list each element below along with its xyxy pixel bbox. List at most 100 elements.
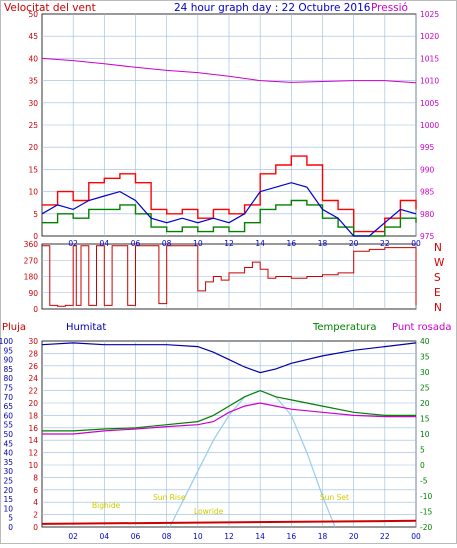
temp-x-tick: 14 [255,532,265,541]
humidity-y-tick: 80 [3,374,13,383]
humidity-y-tick: 25 [3,477,13,486]
humidity-y-tick: 20 [3,486,13,495]
humidity-y-tick: 75 [3,384,13,393]
temp-x-tick: 06 [131,532,141,541]
pressure-y-tick: 990 [420,165,435,174]
temp-x-tick: 00 [411,532,421,541]
dir-label-e: E [434,287,441,299]
pressure-y-tick: 1025 [420,10,439,19]
humidity-y-tick: 10 [3,504,13,513]
temp-x-tick: 22 [380,532,390,541]
annotation-sun-set: Sun Set [320,493,349,502]
dir-y-tick: 360 [24,240,39,249]
temp-y-tick: 2 [33,511,38,520]
temp-y-tick: 26 [28,362,38,371]
dir-y-tick: 180 [24,273,39,282]
wind-speed-title: Velocitat del vent [4,2,96,14]
dir-label-n-top: N [434,242,442,254]
humidity-y-tick: 95 [3,346,13,355]
humidity-y-tick: 40 [3,449,13,458]
pressure-title: Pressió [371,2,408,14]
temp-x-tick: 10 [193,532,203,541]
temp-x-tick: 02 [68,532,78,541]
temperature-series [42,389,416,432]
humidity-y-tick: 90 [3,356,13,365]
temp-x-tick: 16 [287,532,297,541]
temp2-y-tick: 35 [420,353,430,362]
dir-label-s: S [434,272,441,284]
temp-y-tick: 0 [33,523,38,532]
wind-y-tick: 50 [28,10,38,19]
legend-rain: Pluja [2,322,26,333]
temp2-y-tick: 25 [420,384,430,393]
dir-y-tick: 0 [33,305,38,314]
temp2-y-tick: -20 [420,523,432,532]
annotation-sun-rise: Sun Rise [153,493,186,502]
wind-gust-series [42,155,417,233]
pressure-series [41,57,417,84]
humidity-y-tick: 0 [8,523,13,532]
wind-x-tick: 20 [349,239,359,248]
pressure-y-tick: 1015 [420,54,439,63]
wind-x-tick: 14 [255,239,265,248]
humidity-y-tick: 5 [8,514,13,523]
temp-y-tick: 8 [33,473,38,482]
pressure-y-tick: 995 [420,143,435,152]
dir-y-tick: 90 [28,289,38,298]
wind-avg-series [41,182,417,237]
temp-y-tick: 6 [33,486,38,495]
dir-y-tick: 270 [24,256,39,265]
pressure-y-tick: 975 [420,232,435,241]
humidity-y-tick: 45 [3,439,13,448]
wind-x-tick: 06 [131,239,141,248]
temp2-y-tick: 40 [420,337,430,346]
wind-y-tick: 35 [28,77,38,86]
pressure-y-tick: 1000 [420,121,439,130]
temp-y-tick: 18 [28,411,38,420]
pressure-y-tick: 1010 [420,77,439,86]
wind-y-tick: 15 [28,165,38,174]
dewpoint-series [42,402,416,435]
wind-y-tick: 25 [28,121,38,130]
humidity-y-tick: 15 [3,495,13,504]
wind-x-tick: 04 [100,239,110,248]
graph-title: 24 hour graph day : 22 Octubre 2016 [174,2,371,14]
temp2-y-tick: 0 [420,461,425,470]
legend-dewpoint: Punt rosada [392,322,451,333]
dir-label-w: W [434,257,445,269]
humidity-y-tick: 55 [3,421,13,430]
wind-x-tick: 10 [193,239,203,248]
humidity-y-tick: 100 [0,337,13,346]
temp-x-tick: 08 [162,532,172,541]
temp-x-tick: 12 [224,532,234,541]
wind-y-tick: 30 [28,99,38,108]
temp2-y-tick: 5 [420,446,425,455]
temp2-y-tick: 30 [420,368,430,377]
wind-x-tick: 16 [287,239,297,248]
wind-y-tick: 20 [28,143,38,152]
wind-x-tick: 12 [224,239,234,248]
humidity-y-tick: 30 [3,467,13,476]
chart-marks [41,57,417,528]
annotation-lowride: Lowride [194,507,224,516]
temp-y-tick: 14 [28,436,38,445]
wind-x-tick: 02 [68,239,78,248]
humidity-series [41,342,417,374]
temp-y-tick: 24 [28,374,38,383]
temp-y-tick: 28 [28,349,38,358]
wind-y-tick: 5 [33,210,38,219]
temp2-y-tick: 15 [420,415,430,424]
temp-x-tick: 04 [100,532,110,541]
humidity-y-tick: 85 [3,365,13,374]
pressure-y-tick: 1020 [420,32,439,41]
pressure-y-tick: 980 [420,210,435,219]
temp2-y-tick: 20 [420,399,430,408]
humidity-y-tick: 60 [3,411,13,420]
wind-x-tick: 08 [162,239,172,248]
rain-series [41,519,417,525]
dir-label-n-bottom: N [434,302,442,314]
humidity-y-tick: 65 [3,402,13,411]
pressure-y-tick: 985 [420,188,435,197]
